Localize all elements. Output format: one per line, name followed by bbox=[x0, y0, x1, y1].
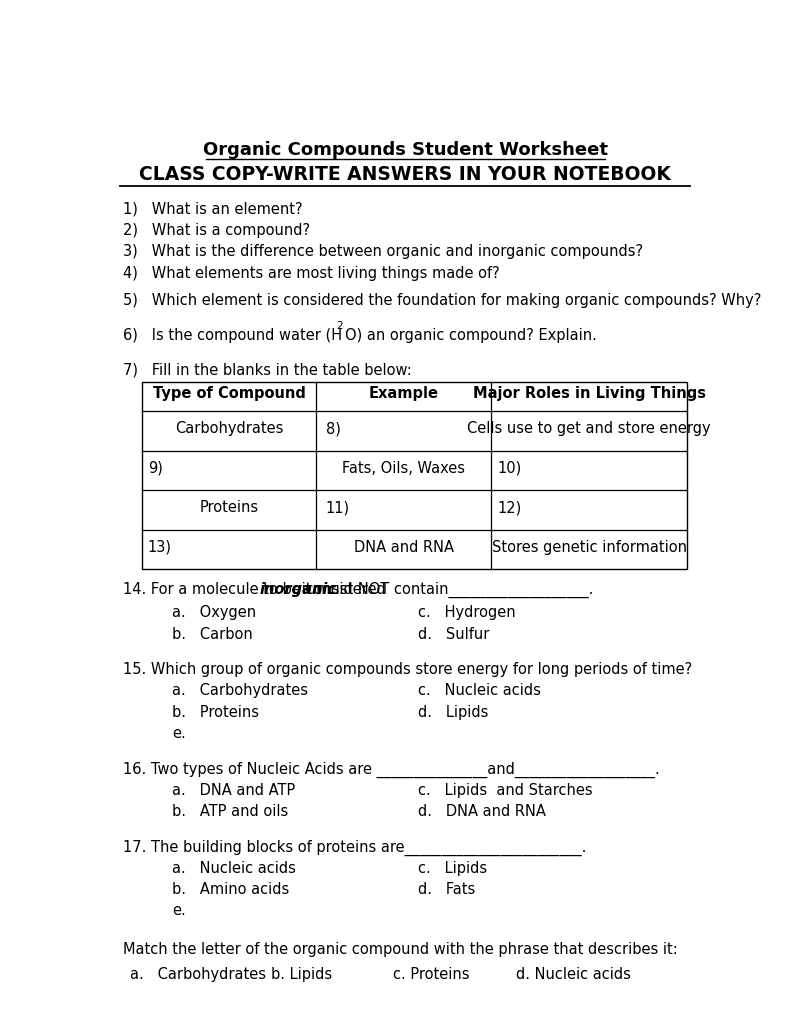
Text: d.   Fats: d. Fats bbox=[418, 883, 475, 897]
Text: e.: e. bbox=[172, 903, 186, 919]
Text: 11): 11) bbox=[326, 500, 350, 515]
Text: 7)   Fill in the blanks in the table below:: 7) Fill in the blanks in the table below… bbox=[123, 362, 412, 378]
Text: a.   Carbohydrates: a. Carbohydrates bbox=[130, 968, 266, 982]
Text: a.   Carbohydrates: a. Carbohydrates bbox=[172, 683, 308, 698]
Text: 16. Two types of Nucleic Acids are _______________and___________________.: 16. Two types of Nucleic Acids are _____… bbox=[123, 762, 660, 778]
Text: 15. Which group of organic compounds store energy for long periods of time?: 15. Which group of organic compounds sto… bbox=[123, 663, 693, 677]
Text: a.   DNA and ATP: a. DNA and ATP bbox=[172, 782, 296, 798]
Text: a.   Nucleic acids: a. Nucleic acids bbox=[172, 861, 297, 876]
Text: d. Nucleic acids: d. Nucleic acids bbox=[516, 968, 630, 982]
Text: Major Roles in Living Things: Major Roles in Living Things bbox=[473, 386, 706, 400]
Text: 2: 2 bbox=[337, 321, 343, 331]
Text: 1)   What is an element?: 1) What is an element? bbox=[123, 202, 303, 217]
Text: c.   Lipids: c. Lipids bbox=[418, 861, 486, 876]
Text: 9): 9) bbox=[148, 461, 163, 476]
Text: c. Proteins: c. Proteins bbox=[393, 968, 470, 982]
Text: 2)   What is a compound?: 2) What is a compound? bbox=[123, 223, 311, 238]
Text: b. Lipids: b. Lipids bbox=[271, 968, 331, 982]
Text: 10): 10) bbox=[497, 461, 521, 476]
Text: a.   Oxygen: a. Oxygen bbox=[172, 605, 256, 621]
Text: c.   Lipids  and Starches: c. Lipids and Starches bbox=[418, 782, 592, 798]
Text: 4)   What elements are most living things made of?: 4) What elements are most living things … bbox=[123, 265, 500, 281]
Text: Carbohydrates: Carbohydrates bbox=[175, 421, 283, 436]
Bar bbox=[142, 382, 687, 569]
Text: Fats, Oils, Waxes: Fats, Oils, Waxes bbox=[343, 461, 465, 476]
Text: inorganic: inorganic bbox=[259, 582, 336, 597]
Text: Type of Compound: Type of Compound bbox=[153, 386, 305, 400]
Text: d.   Sulfur: d. Sulfur bbox=[418, 627, 489, 642]
Text: 6)   Is the compound water (H: 6) Is the compound water (H bbox=[123, 328, 343, 343]
Text: d.   Lipids: d. Lipids bbox=[418, 705, 488, 720]
Text: 14. For a molecule to be considered: 14. For a molecule to be considered bbox=[123, 582, 391, 597]
Text: c.   Nucleic acids: c. Nucleic acids bbox=[418, 683, 540, 698]
Text: b.   Proteins: b. Proteins bbox=[172, 705, 259, 720]
Text: CLASS COPY-WRITE ANSWERS IN YOUR NOTEBOOK: CLASS COPY-WRITE ANSWERS IN YOUR NOTEBOO… bbox=[139, 165, 672, 183]
Text: DNA and RNA: DNA and RNA bbox=[354, 540, 454, 555]
Text: e.: e. bbox=[172, 726, 186, 741]
Text: Cells use to get and store energy: Cells use to get and store energy bbox=[467, 421, 711, 436]
Text: 5)   Which element is considered the foundation for making organic compounds? Wh: 5) Which element is considered the found… bbox=[123, 293, 762, 308]
Text: 12): 12) bbox=[497, 500, 521, 515]
Text: 8): 8) bbox=[326, 421, 340, 436]
Text: c.   Hydrogen: c. Hydrogen bbox=[418, 605, 515, 621]
Text: b.   ATP and oils: b. ATP and oils bbox=[172, 804, 289, 819]
Text: 17. The building blocks of proteins are________________________.: 17. The building blocks of proteins are_… bbox=[123, 840, 587, 856]
Text: Match the letter of the organic compound with the phrase that describes it:: Match the letter of the organic compound… bbox=[123, 942, 678, 957]
Text: 13): 13) bbox=[148, 540, 172, 555]
Text: Example: Example bbox=[369, 386, 439, 400]
Text: Proteins: Proteins bbox=[199, 500, 259, 515]
Text: O) an organic compound? Explain.: O) an organic compound? Explain. bbox=[345, 328, 596, 343]
Text: d.   DNA and RNA: d. DNA and RNA bbox=[418, 804, 546, 819]
Text: b.   Amino acids: b. Amino acids bbox=[172, 883, 290, 897]
Text: b.   Carbon: b. Carbon bbox=[172, 627, 253, 642]
Text: it must NOT contain___________________.: it must NOT contain___________________. bbox=[297, 582, 593, 598]
Text: Organic Compounds Student Worksheet: Organic Compounds Student Worksheet bbox=[202, 141, 608, 159]
Text: 3)   What is the difference between organic and inorganic compounds?: 3) What is the difference between organi… bbox=[123, 245, 644, 259]
Text: Stores genetic information: Stores genetic information bbox=[492, 540, 687, 555]
